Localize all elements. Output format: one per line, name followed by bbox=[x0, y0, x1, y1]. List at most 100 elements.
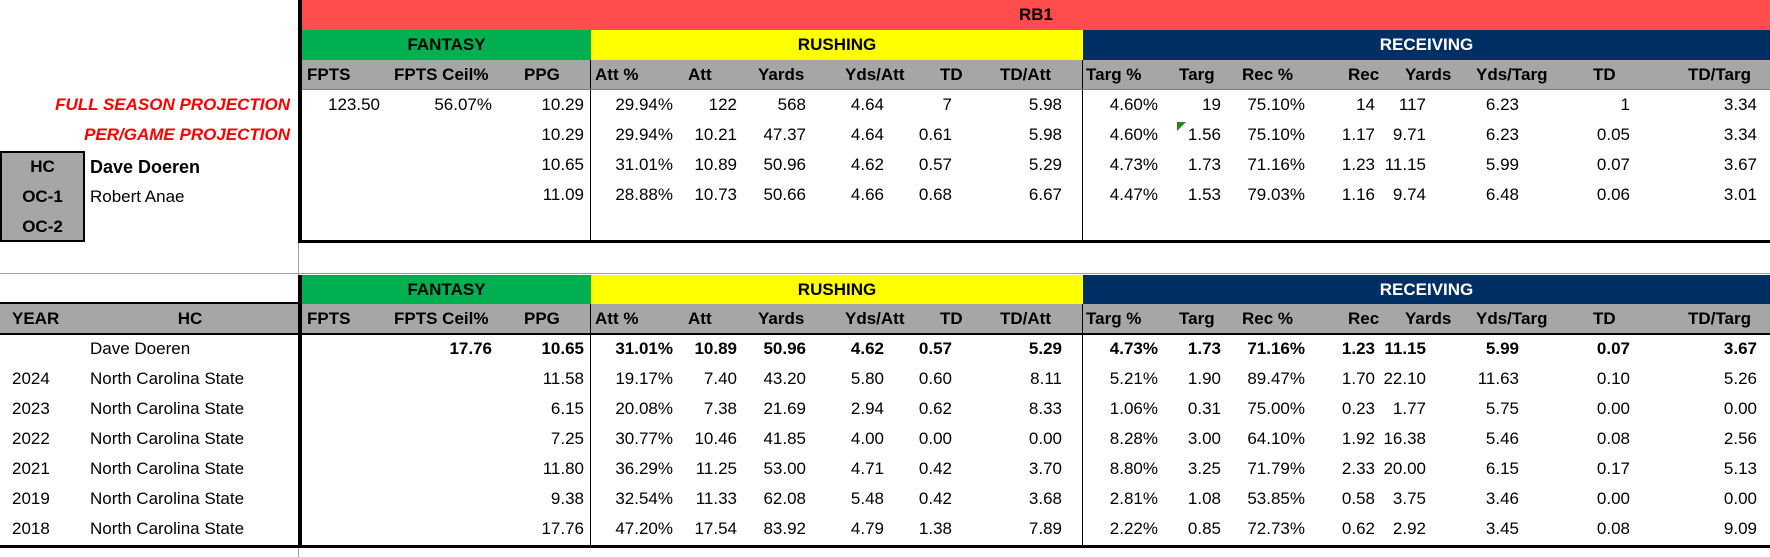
table-cell: 1.17 bbox=[1341, 125, 1375, 144]
rb1-title: RB1 bbox=[1018, 5, 1053, 24]
table-cell: 6.23 bbox=[1485, 125, 1519, 144]
table-cell: 8.33 bbox=[1028, 399, 1062, 418]
table-cell: 7 bbox=[942, 95, 952, 114]
table-cell: 10.73 bbox=[694, 185, 737, 204]
table-cell: 19.17% bbox=[615, 369, 673, 388]
table-cell: 6.23 bbox=[1485, 95, 1519, 114]
table-cell: 31.01% bbox=[615, 155, 673, 174]
column-header: Att bbox=[688, 309, 712, 328]
table-cell: 11.09 bbox=[542, 185, 584, 204]
table-cell: 83.92 bbox=[763, 519, 806, 538]
fantasy-group-header-2: FANTASY bbox=[302, 275, 591, 304]
table-cell: 4.66 bbox=[850, 185, 884, 204]
table-cell: 4.00 bbox=[850, 429, 884, 448]
column-header: Rec bbox=[1348, 65, 1380, 84]
bottom-header-underline bbox=[0, 333, 1770, 335]
row-team: North Carolina State bbox=[90, 489, 245, 508]
top-divider-rushing-receiving bbox=[1082, 60, 1083, 243]
table-cell: 8.28% bbox=[1109, 429, 1158, 448]
table-cell bbox=[392, 426, 492, 452]
column-header: TD bbox=[940, 309, 963, 328]
table-cell: 4.79 bbox=[850, 519, 884, 538]
column-header: Yards bbox=[1405, 65, 1452, 84]
table-cell: 5.98 bbox=[1028, 125, 1062, 144]
table-cell: 6.67 bbox=[1028, 185, 1062, 204]
table-cell: 2.81% bbox=[1109, 489, 1158, 508]
table-cell: 0.62 bbox=[918, 399, 952, 418]
table-cell bbox=[392, 456, 492, 482]
summary-cell: 4.62 bbox=[850, 339, 884, 358]
table-cell: 47.37 bbox=[763, 125, 806, 144]
table-cell bbox=[392, 396, 492, 422]
table-cell: 0.05 bbox=[1596, 125, 1630, 144]
table-cell: 4.62 bbox=[850, 155, 884, 174]
table-cell: 11.15 bbox=[1384, 155, 1426, 174]
table-cell: 0.58 bbox=[1341, 489, 1375, 508]
table-cell: 20.00 bbox=[1383, 459, 1426, 478]
column-header: TD/Targ bbox=[1688, 309, 1751, 328]
table-cell: 0.17 bbox=[1596, 459, 1630, 478]
table-cell: 19 bbox=[1202, 95, 1221, 114]
column-header: TD/Att bbox=[1000, 309, 1051, 328]
receiving-group-header-2: RECEIVING bbox=[1083, 275, 1770, 304]
column-header: TD/Att bbox=[1000, 65, 1051, 84]
row-year: 2024 bbox=[12, 369, 50, 388]
table-cell: 568 bbox=[777, 95, 806, 114]
column-header: Targ bbox=[1179, 65, 1215, 84]
table-cell: 21.69 bbox=[763, 399, 806, 418]
table-cell: 41.85 bbox=[763, 429, 806, 448]
coach-role-box bbox=[0, 151, 85, 242]
summary-name: Dave Doeren bbox=[90, 339, 191, 358]
top-header-underline bbox=[302, 89, 1770, 90]
full-season-projection-label: FULL SEASON PROJECTION bbox=[55, 95, 290, 114]
row-team: North Carolina State bbox=[90, 429, 245, 448]
table-cell: 71.79% bbox=[1247, 459, 1305, 478]
summary-cell: 11.15 bbox=[1384, 339, 1426, 358]
table-cell: 1.16 bbox=[1341, 185, 1375, 204]
table-cell: 2.92 bbox=[1392, 519, 1426, 538]
table-cell: 0.08 bbox=[1596, 429, 1630, 448]
table-cell: 10.29 bbox=[541, 125, 584, 144]
row-year: 2018 bbox=[12, 519, 50, 538]
table-cell: 3.34 bbox=[1723, 125, 1757, 144]
table-cell: 1.23 bbox=[1341, 155, 1375, 174]
column-header: Targ bbox=[1179, 309, 1215, 328]
table-cell bbox=[392, 152, 492, 178]
table-cell: 0.08 bbox=[1596, 519, 1630, 538]
rb1-banner bbox=[302, 0, 1770, 30]
table-cell: 47.20% bbox=[615, 519, 673, 538]
table-cell bbox=[392, 486, 492, 512]
row-year: 2019 bbox=[12, 489, 50, 508]
bottom-left-border bbox=[298, 275, 302, 548]
table-cell: 11.63 bbox=[1477, 369, 1519, 388]
table-cell: 0.42 bbox=[918, 459, 952, 478]
table-cell: 32.54% bbox=[615, 489, 673, 508]
column-header: Rec % bbox=[1242, 65, 1294, 84]
table-cell: 64.10% bbox=[1247, 429, 1305, 448]
table-cell bbox=[280, 426, 380, 452]
table-cell: 0.57 bbox=[918, 155, 952, 174]
table-cell: 5.80 bbox=[850, 369, 884, 388]
coach-role-oc2: OC-2 bbox=[22, 217, 63, 236]
table-cell: 4.73% bbox=[1109, 155, 1158, 174]
table-cell: 5.26 bbox=[1723, 369, 1757, 388]
table-cell: 1.90 bbox=[1187, 369, 1221, 388]
table-cell: 1 bbox=[1620, 95, 1630, 114]
column-header: Att % bbox=[595, 309, 639, 328]
table-cell: 8.11 bbox=[1030, 369, 1062, 388]
table-cell: 29.94% bbox=[615, 95, 673, 114]
table-cell bbox=[280, 182, 380, 208]
section-separator bbox=[0, 273, 1770, 274]
table-cell: 4.47% bbox=[1109, 185, 1158, 204]
table-cell: 3.67 bbox=[1723, 155, 1757, 174]
table-cell: 4.64 bbox=[850, 125, 884, 144]
table-cell: 1.70 bbox=[1341, 369, 1375, 388]
rushing-group-header: RUSHING bbox=[591, 30, 1083, 60]
hc-header: HC bbox=[177, 309, 203, 328]
table-cell: 36.29% bbox=[615, 459, 673, 478]
table-cell: 2.56 bbox=[1723, 429, 1757, 448]
column-header: Yards bbox=[1405, 309, 1452, 328]
table-cell: 0.00 bbox=[1028, 429, 1062, 448]
table-cell: 123.50 bbox=[328, 95, 380, 114]
summary-cell: 50.96 bbox=[763, 339, 806, 358]
